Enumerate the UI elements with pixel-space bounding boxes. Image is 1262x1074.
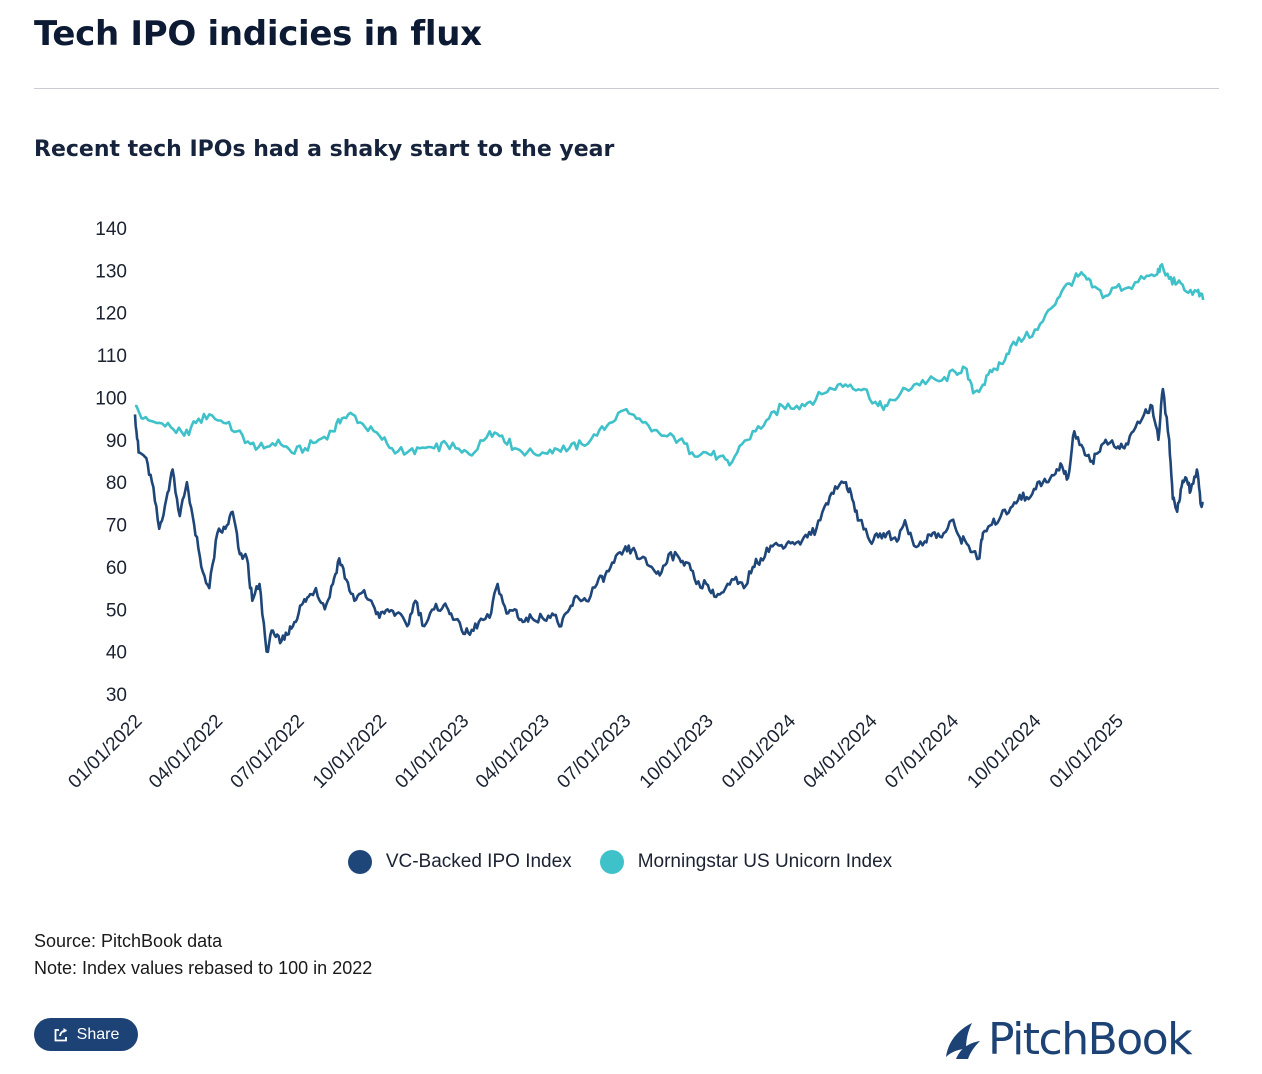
y-tick-label: 110 — [97, 346, 127, 367]
series-line-vc-backed-ipo[interactable] — [133, 387, 1205, 654]
x-tick-label: 07/01/2024 — [881, 710, 963, 792]
legend-label: VC-Backed IPO Index — [385, 851, 572, 872]
y-tick-label: 60 — [106, 558, 127, 579]
x-tick-label: 04/01/2022 — [145, 711, 227, 793]
y-tick-label: 30 — [106, 685, 127, 706]
series-lines — [133, 263, 1205, 654]
chart-title: Tech IPO indicies in flux — [34, 14, 482, 54]
chart-legend: VC-Backed IPO Index Morningstar US Unico… — [0, 850, 1240, 874]
y-tick-label: 100 — [95, 388, 127, 409]
y-axis: 140 130 120 110 100 90 80 70 60 50 40 30 — [95, 219, 127, 706]
x-tick-label: 10/01/2023 — [636, 711, 718, 793]
x-tick-label: 01/01/2023 — [391, 711, 473, 793]
logo-wordmark: PitchBook — [988, 1014, 1193, 1065]
y-tick-label: 120 — [95, 304, 127, 325]
source-note: Source: PitchBook data — [34, 931, 223, 951]
share-label: Share — [76, 1025, 120, 1043]
x-tick-label: 07/01/2023 — [553, 711, 635, 793]
legend-item-morningstar[interactable]: Morningstar US Unicorn Index — [599, 850, 893, 874]
x-tick-label: 01/01/2022 — [64, 711, 146, 793]
line-chart: 140 130 120 110 100 90 80 70 60 50 40 30 01/01/2022… — [64, 219, 1205, 793]
y-tick-label: 50 — [106, 600, 127, 621]
pitchbook-logo: PitchBook — [942, 1014, 1193, 1065]
title-divider — [34, 88, 1219, 89]
y-tick-label: 140 — [95, 219, 127, 240]
legend-item-vc-backed[interactable]: VC-Backed IPO Index — [347, 850, 572, 874]
y-tick-label: 90 — [106, 431, 127, 452]
chart-subtitle: Recent tech IPOs had a shaky start to th… — [34, 137, 615, 162]
x-tick-label: 07/01/2022 — [227, 711, 309, 793]
x-tick-label: 01/01/2025 — [1046, 711, 1128, 793]
series-line-morningstar-unicorn[interactable] — [134, 263, 1205, 467]
y-tick-label: 130 — [95, 261, 127, 282]
y-tick-label: 40 — [106, 643, 127, 664]
rebase-note: Note: Index values rebased to 100 in 202… — [34, 958, 373, 978]
legend-label: Morningstar US Unicorn Index — [637, 851, 893, 872]
x-tick-label: 10/01/2024 — [963, 710, 1045, 792]
x-tick-label: 04/01/2023 — [472, 711, 554, 793]
share-icon — [54, 1027, 67, 1041]
y-tick-label: 70 — [106, 516, 127, 537]
share-button[interactable]: Share — [34, 1018, 138, 1051]
legend-swatch — [599, 850, 624, 874]
pitchbook-mark-icon — [946, 1022, 980, 1059]
x-tick-label: 04/01/2024 — [800, 710, 882, 792]
x-tick-label: 01/01/2024 — [718, 710, 800, 792]
footnotes: Source: PitchBook data Note: Index value… — [34, 928, 372, 982]
y-tick-label: 80 — [106, 473, 127, 494]
x-tick-label: 10/01/2022 — [309, 711, 391, 793]
legend-swatch — [347, 850, 372, 874]
